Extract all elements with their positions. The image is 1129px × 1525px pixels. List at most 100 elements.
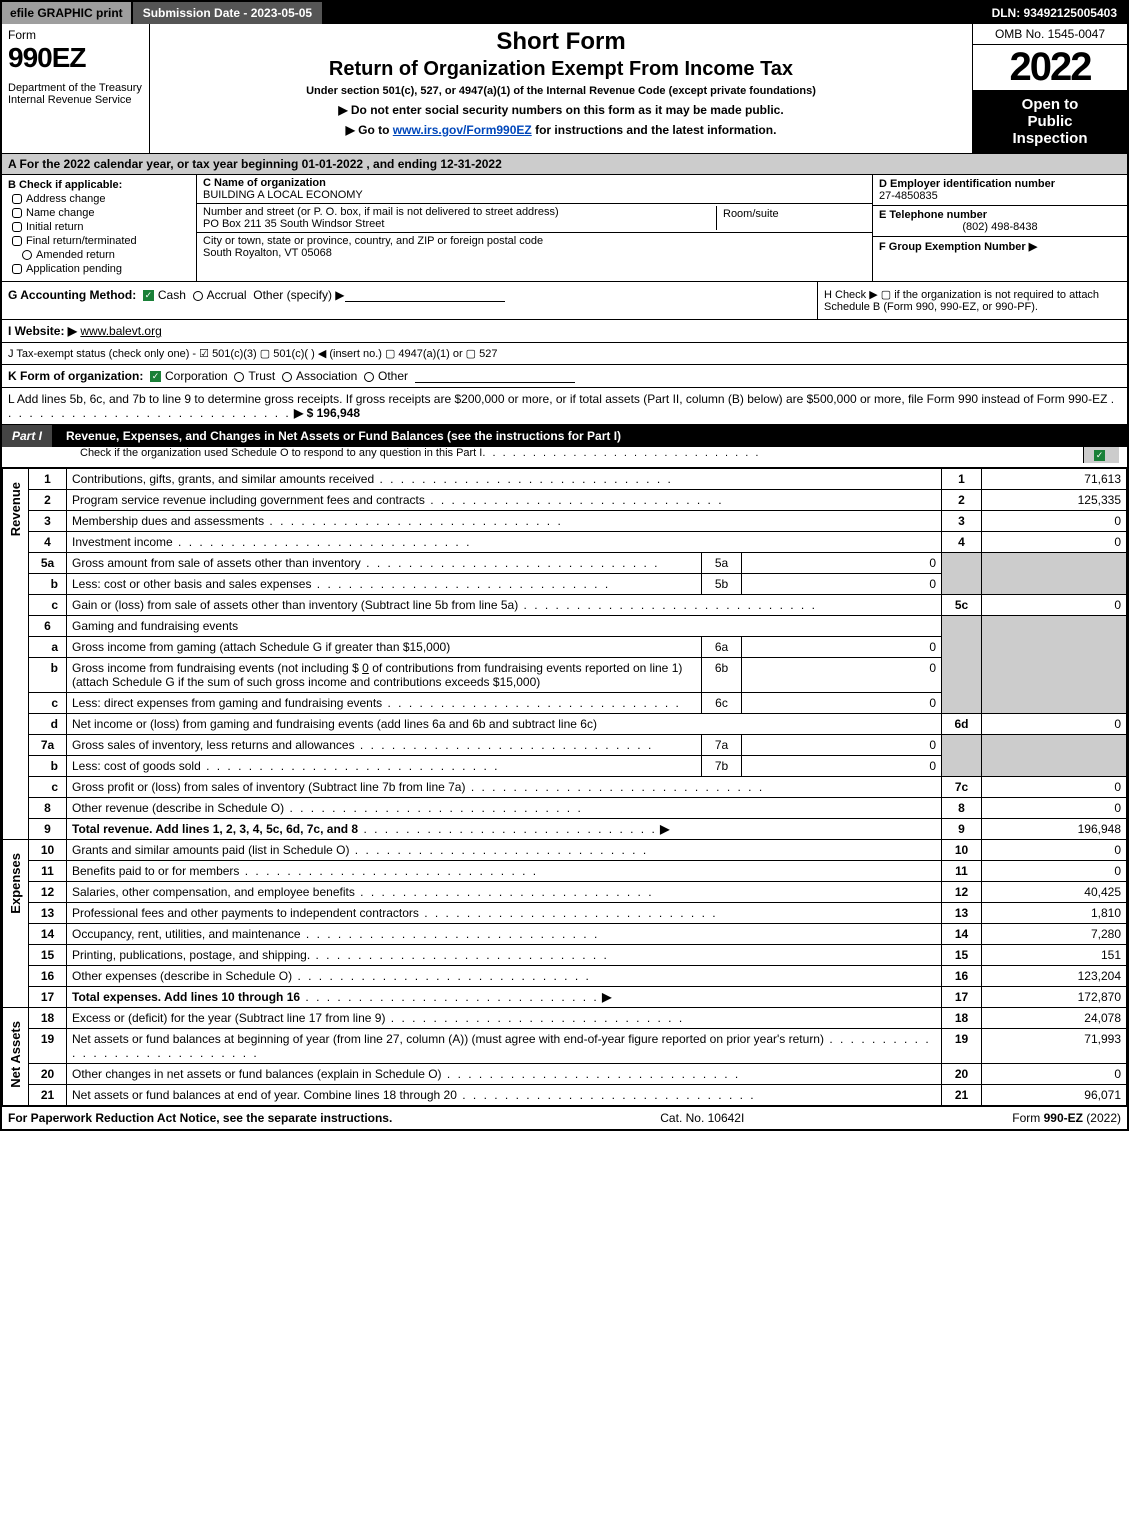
part-1-tab: Part I bbox=[2, 425, 58, 447]
label-cash: Cash bbox=[158, 288, 186, 302]
column-b: B Check if applicable: Address change Na… bbox=[2, 175, 197, 281]
tel-label: E Telephone number bbox=[879, 209, 987, 221]
line-l-text: L Add lines 5b, 6c, and 7b to line 9 to … bbox=[8, 392, 1107, 406]
subline: Under section 501(c), 527, or 4947(a)(1)… bbox=[158, 85, 964, 97]
line-1-desc: Contributions, gifts, grants, and simila… bbox=[72, 472, 374, 486]
line-8-rn: 8 bbox=[942, 798, 982, 819]
line-1-num: 1 bbox=[29, 469, 67, 490]
grey-cell bbox=[982, 616, 1127, 714]
city-label: City or town, state or province, country… bbox=[203, 235, 543, 247]
line-7b-desc: Less: cost of goods sold bbox=[72, 759, 201, 773]
label-name-change: Name change bbox=[26, 207, 95, 219]
line-5c-num: c bbox=[29, 595, 67, 616]
ein-value: 27-4850835 bbox=[879, 190, 938, 202]
line-6b-num: b bbox=[29, 658, 67, 693]
line-7c-num: c bbox=[29, 777, 67, 798]
checkbox-address-change[interactable] bbox=[12, 194, 22, 204]
line-5b-mv: 0 bbox=[742, 574, 942, 595]
line-12-desc: Salaries, other compensation, and employ… bbox=[72, 885, 355, 899]
line-16-value: 123,204 bbox=[982, 966, 1127, 987]
dept-line-1: Department of the Treasury bbox=[8, 82, 143, 94]
line-i: I Website: ▶ www.balevt.org bbox=[2, 320, 1127, 343]
line-8-desc: Other revenue (describe in Schedule O) bbox=[72, 801, 284, 815]
line-15-value: 151 bbox=[982, 945, 1127, 966]
arrow2-post: for instructions and the latest informat… bbox=[532, 123, 777, 137]
dots-icon bbox=[482, 447, 760, 463]
website-value[interactable]: www.balevt.org bbox=[80, 324, 161, 338]
label-final-return: Final return/terminated bbox=[26, 235, 137, 247]
omb-label: OMB No. 1545-0047 bbox=[973, 24, 1127, 45]
line-4-num: 4 bbox=[29, 532, 67, 553]
line-7b-mv: 0 bbox=[742, 756, 942, 777]
line-6a-desc: Gross income from gaming (attach Schedul… bbox=[72, 640, 450, 654]
header-right: OMB No. 1545-0047 2022 Open to Public In… bbox=[972, 24, 1127, 153]
line-6b-desc-1: Gross income from fundraising events (no… bbox=[72, 661, 359, 675]
line-19-num: 19 bbox=[29, 1029, 67, 1064]
header-left: Form 990EZ Department of the Treasury In… bbox=[2, 24, 150, 153]
line-3-value: 0 bbox=[982, 511, 1127, 532]
label-amended-return: Amended return bbox=[36, 249, 115, 261]
line-h: H Check ▶ ▢ if the organization is not r… bbox=[817, 282, 1127, 319]
header-center: Short Form Return of Organization Exempt… bbox=[150, 24, 972, 153]
line-4-desc: Investment income bbox=[72, 535, 173, 549]
line-21-desc: Net assets or fund balances at end of ye… bbox=[72, 1088, 457, 1102]
check-cash[interactable]: ✓ bbox=[143, 290, 154, 301]
check-corporation[interactable]: ✓ bbox=[150, 371, 161, 382]
radio-trust[interactable] bbox=[234, 372, 244, 382]
open-line-1: Open to bbox=[977, 96, 1123, 113]
line-6d-desc: Net income or (loss) from gaming and fun… bbox=[72, 717, 597, 731]
line-13-rn: 13 bbox=[942, 903, 982, 924]
label-accrual: Accrual bbox=[207, 288, 247, 302]
line-17-desc: Total expenses. Add lines 10 through 16 bbox=[72, 990, 300, 1004]
check-schedule-o[interactable]: ✓ bbox=[1094, 450, 1105, 461]
radio-accrual[interactable] bbox=[193, 291, 203, 301]
other-org-input[interactable] bbox=[415, 371, 575, 383]
ein-block: D Employer identification number 27-4850… bbox=[873, 175, 1127, 206]
arrow2-pre: ▶ Go to bbox=[346, 123, 393, 137]
label-trust: Trust bbox=[248, 369, 275, 383]
street-block: Number and street (or P. O. box, if mail… bbox=[197, 204, 872, 233]
line-2-num: 2 bbox=[29, 490, 67, 511]
form-of-org-label: K Form of organization: bbox=[8, 369, 143, 383]
ein-label: D Employer identification number bbox=[879, 178, 1055, 190]
open-line-3: Inspection bbox=[977, 130, 1123, 147]
side-label-revenue: Revenue bbox=[3, 469, 29, 840]
part-1-bar: Part I Revenue, Expenses, and Changes in… bbox=[2, 425, 1127, 447]
line-6d-value: 0 bbox=[982, 714, 1127, 735]
line-5c-rn: 5c bbox=[942, 595, 982, 616]
line-12-rn: 12 bbox=[942, 882, 982, 903]
city-value: South Royalton, VT 05068 bbox=[203, 247, 332, 259]
line-6b-mn: 6b bbox=[702, 658, 742, 693]
checkbox-initial-return[interactable] bbox=[12, 222, 22, 232]
part-1-subline: Check if the organization used Schedule … bbox=[2, 447, 1127, 468]
line-5b-desc: Less: cost or other basis and sales expe… bbox=[72, 577, 311, 591]
line-7a-num: 7a bbox=[29, 735, 67, 756]
line-1-value: 71,613 bbox=[982, 469, 1127, 490]
check-applicable-label: B Check if applicable: bbox=[8, 179, 190, 191]
checkbox-final-return[interactable] bbox=[12, 236, 22, 246]
checkbox-name-change[interactable] bbox=[12, 208, 22, 218]
line-6-desc: Gaming and fundraising events bbox=[67, 616, 942, 637]
line-16-rn: 16 bbox=[942, 966, 982, 987]
part-1-sub-text: Check if the organization used Schedule … bbox=[80, 447, 482, 463]
group-exemption-label: F Group Exemption Number ▶ bbox=[879, 241, 1037, 253]
label-other-specify: Other (specify) ▶ bbox=[253, 288, 344, 302]
radio-amended-return[interactable] bbox=[22, 250, 32, 260]
line-16-num: 16 bbox=[29, 966, 67, 987]
checkbox-application-pending[interactable] bbox=[12, 264, 22, 274]
line-5a-mv: 0 bbox=[742, 553, 942, 574]
line-15-num: 15 bbox=[29, 945, 67, 966]
line-3-desc: Membership dues and assessments bbox=[72, 514, 264, 528]
line-5c-value: 0 bbox=[982, 595, 1127, 616]
form-page: efile GRAPHIC print Submission Date - 20… bbox=[0, 0, 1129, 1131]
line-7a-desc: Gross sales of inventory, less returns a… bbox=[72, 738, 355, 752]
line-7c-value: 0 bbox=[982, 777, 1127, 798]
other-specify-input[interactable] bbox=[345, 290, 505, 302]
irs-link[interactable]: www.irs.gov/Form990EZ bbox=[393, 123, 532, 137]
line-14-rn: 14 bbox=[942, 924, 982, 945]
line-2-value: 125,335 bbox=[982, 490, 1127, 511]
efile-print-button[interactable]: efile GRAPHIC print bbox=[2, 2, 133, 24]
radio-association[interactable] bbox=[282, 372, 292, 382]
radio-other-org[interactable] bbox=[364, 372, 374, 382]
section-identity: B Check if applicable: Address change Na… bbox=[2, 175, 1127, 282]
